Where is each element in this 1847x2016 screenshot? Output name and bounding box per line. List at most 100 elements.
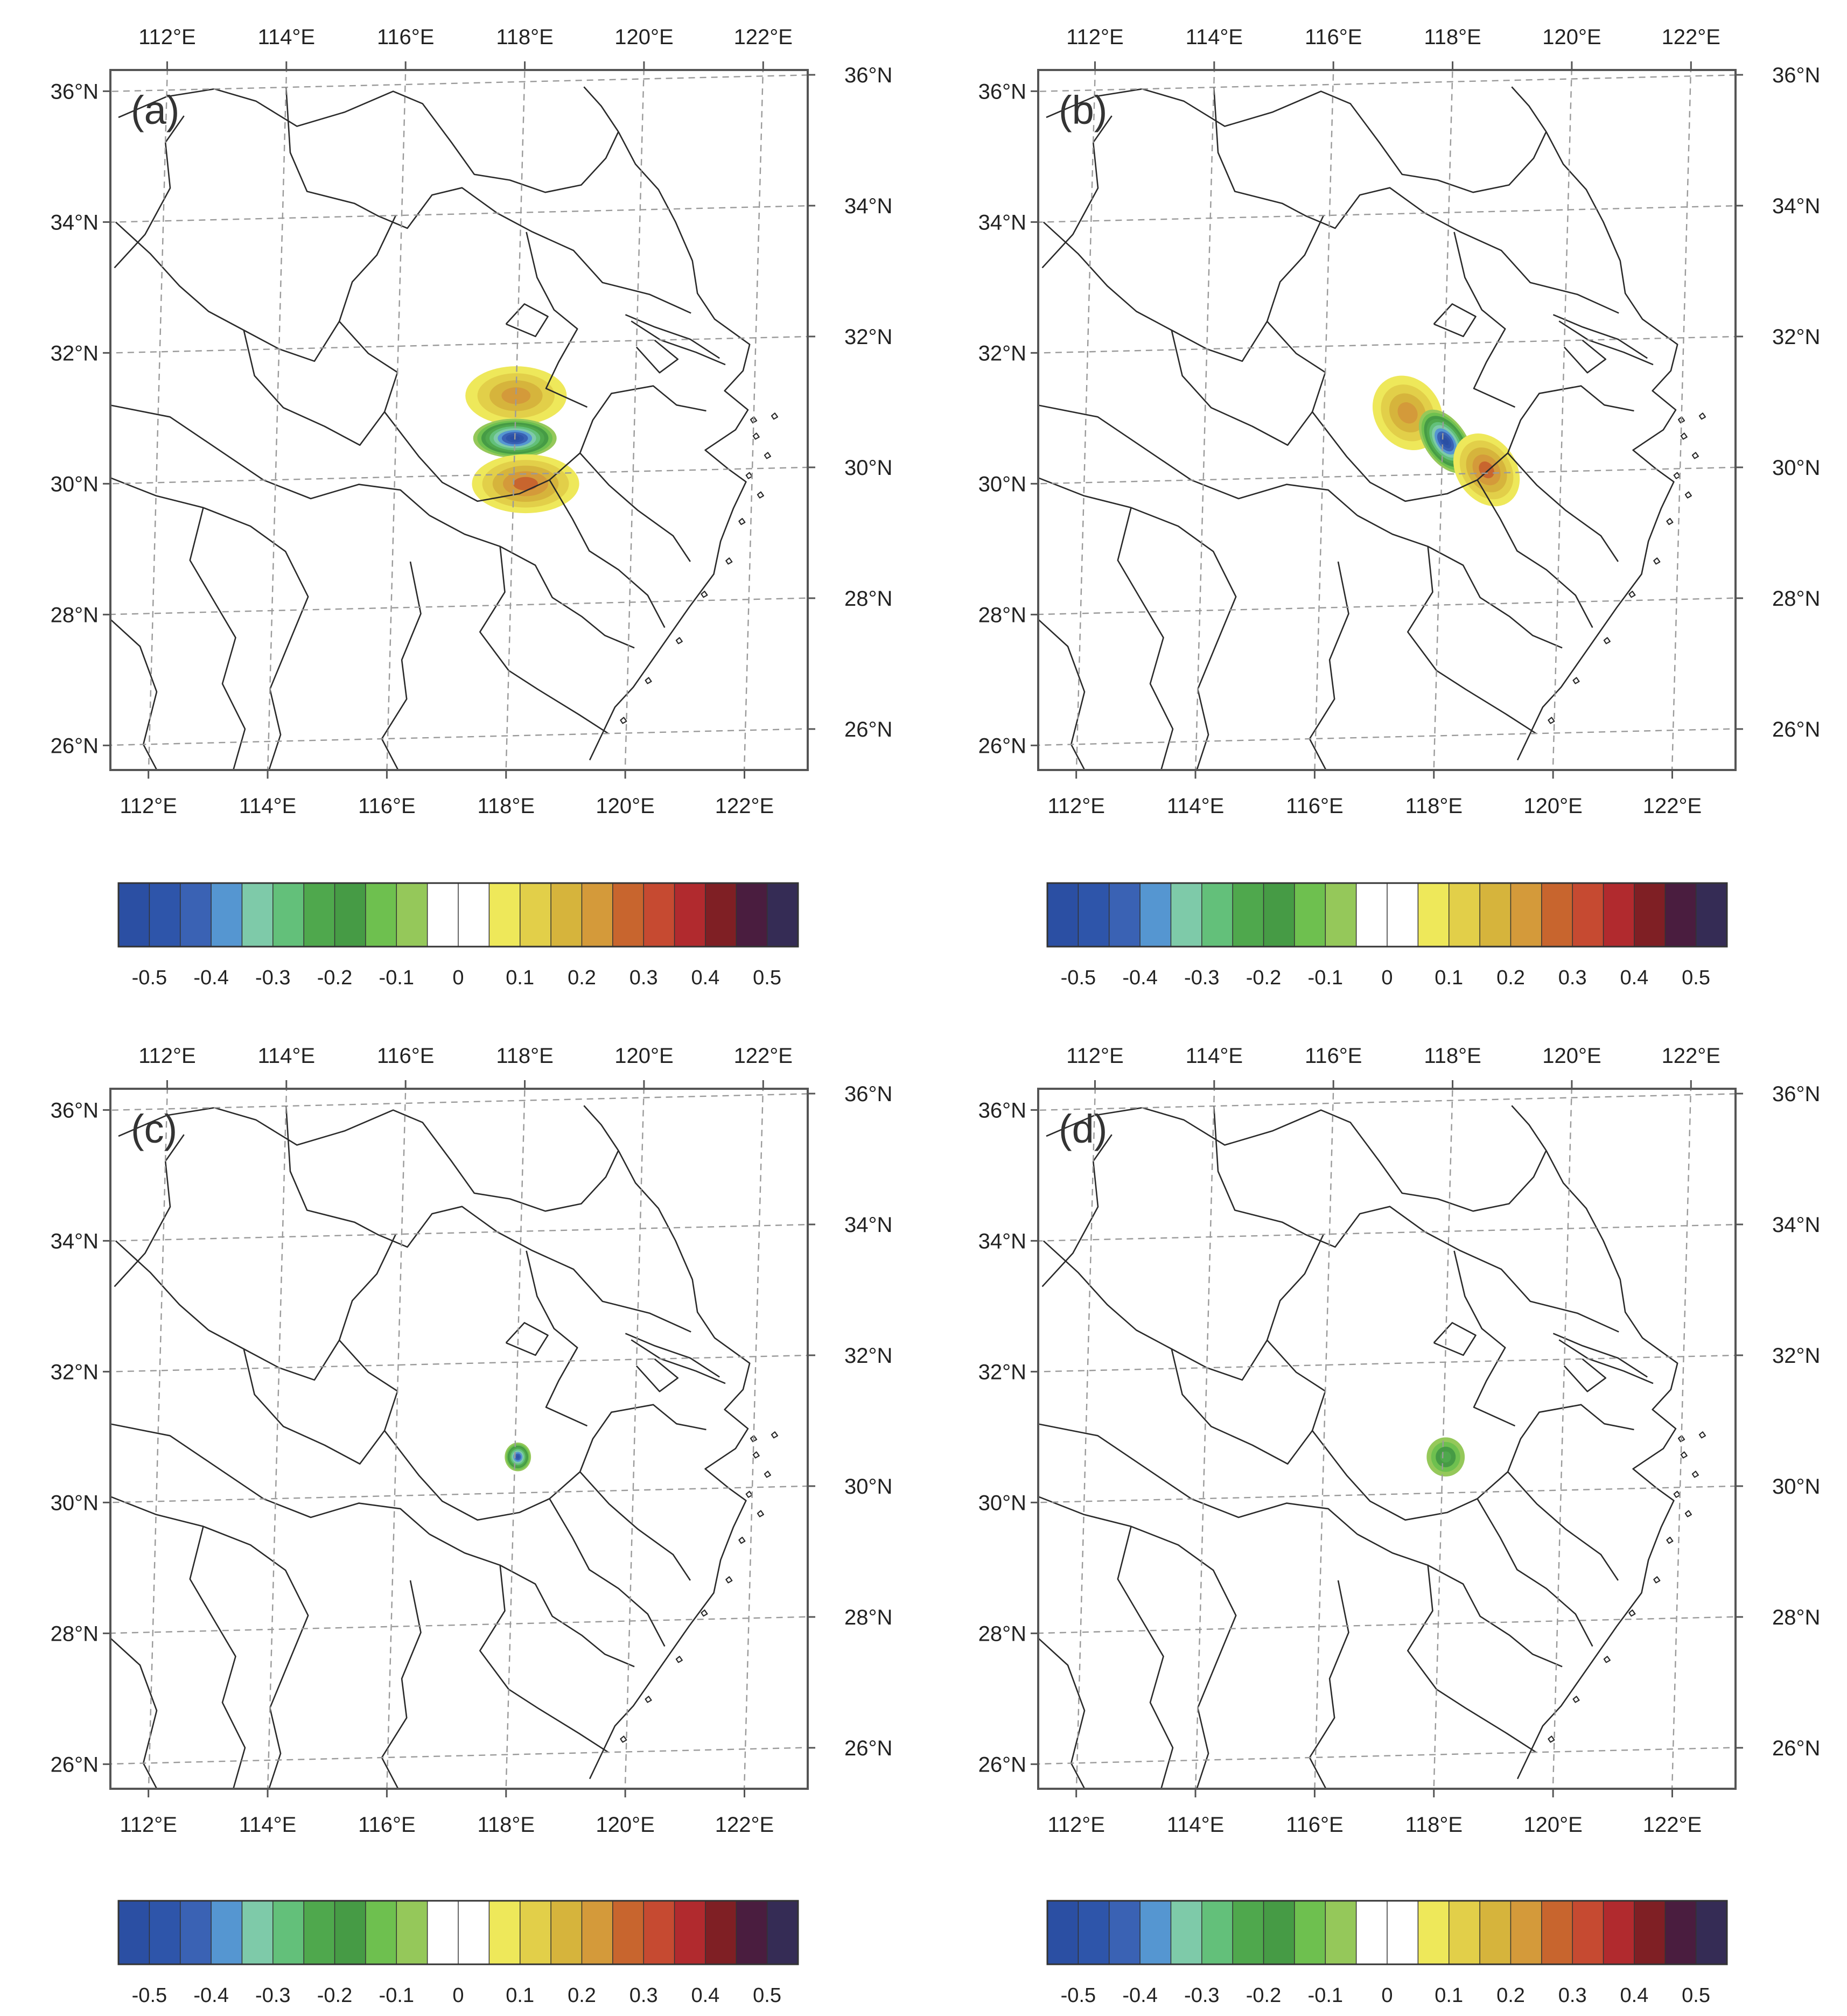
island [764, 452, 772, 459]
colorbar-bin [1510, 1900, 1543, 1965]
colorbar-3: -0.5 -0.4 -0.3 -0.2 -0.1 0 0.1 0.2 0.3 0.4 0.5 [1046, 1900, 1728, 2007]
boundary-line [1117, 1526, 1174, 1789]
colorbar-bin [241, 883, 274, 947]
graticule [110, 70, 808, 770]
lat-label-left: 30°N [51, 1491, 99, 1515]
colorbar-tick-label: -0.2 [1246, 967, 1281, 989]
lat-label-right: 28°N [1772, 1606, 1820, 1629]
boundary-line [1552, 1333, 1648, 1378]
lon-label-bottom: 118°E [478, 794, 535, 818]
island [764, 1471, 772, 1478]
lat-label-right: 32°N [1772, 325, 1820, 349]
lon-label-top: 122°E [734, 1044, 793, 1068]
lat-label-right: 26°N [1772, 1737, 1820, 1760]
island [1684, 491, 1692, 499]
boundary-line [635, 1358, 679, 1392]
colorbar-frame [117, 882, 799, 948]
colorbar-tick-label: -0.3 [1184, 967, 1219, 989]
island [620, 717, 627, 724]
colorbar-bin [643, 883, 675, 947]
boundary-line [1552, 314, 1648, 359]
boundary-line [579, 1471, 691, 1581]
colorbar-tick-label: -0.3 [1184, 1984, 1219, 2007]
boundary-line [381, 561, 422, 770]
colorbar-bin [1355, 1900, 1388, 1965]
colorbar-2: -0.5 -0.4 -0.3 -0.2 -0.1 0 0.1 0.2 0.3 0.4 0.5 [117, 1900, 799, 2007]
lat-label-right: 26°N [844, 718, 892, 741]
boundary-line [549, 1498, 666, 1647]
colorbar-bin [1634, 883, 1666, 947]
colorbar-bin [674, 1900, 706, 1965]
island [752, 1451, 760, 1459]
colorbar-tick-label: 0.5 [753, 1984, 781, 2007]
meridian-line [148, 70, 168, 770]
map-frame [109, 69, 809, 771]
boundary-line [381, 1580, 422, 1789]
colorbar-bin [1603, 883, 1635, 947]
panel-1: (b) 112°E 112°E 114°E 114°E 116°E 116°E 118°E 11… [978, 25, 1821, 818]
colorbar-bin [1078, 883, 1110, 947]
colorbar-tick-label: 0.2 [1496, 1984, 1525, 2007]
boundary-line [1171, 1348, 1313, 1465]
meridian-line [1314, 1089, 1334, 1789]
boundary-line [115, 221, 340, 362]
boundary-line [1309, 561, 1349, 770]
colorbar-bin [458, 883, 490, 947]
panels-layer: (a) 112°E 112°E 114°E 114°E 116°E 116°E 118°E 11… [51, 25, 1821, 2007]
lon-label-bottom: 116°E [358, 794, 415, 818]
boundary-line [110, 1637, 158, 1789]
colorbar-bin [1695, 883, 1728, 947]
lon-label-top: 122°E [1662, 1044, 1720, 1068]
colorbar-tick-label: 0.4 [1620, 967, 1648, 989]
lat-label-left: 28°N [978, 1622, 1026, 1646]
island [1680, 432, 1688, 440]
colorbar-bin [1448, 883, 1481, 947]
boundary-line [1453, 1250, 1516, 1427]
colorbar-tick-label: 0.2 [568, 967, 596, 989]
lat-label-left: 30°N [51, 472, 99, 496]
lon-label-top: 118°E [496, 1044, 553, 1068]
island [620, 1735, 627, 1743]
colorbar-bin [1047, 883, 1079, 947]
colorbar-tick-label: -0.5 [132, 1984, 167, 2007]
island [738, 517, 746, 526]
lon-label-top: 114°E [1186, 1044, 1243, 1068]
map-frame [1037, 1088, 1737, 1790]
colorbar-bin [1170, 883, 1203, 947]
lon-label-bottom: 122°E [715, 1813, 774, 1837]
boundary-line [1041, 115, 1113, 269]
panel-map-area [1038, 70, 1736, 770]
boundary-line [1356, 515, 1563, 649]
boundary-line [549, 479, 666, 628]
lat-label-left: 26°N [978, 1753, 1026, 1776]
colorbar-1: -0.5 -0.4 -0.3 -0.2 -0.1 0 0.1 0.2 0.3 0.4 0.5 [1046, 882, 1728, 989]
lat-label-left: 26°N [978, 734, 1026, 758]
boundary-line [1041, 1134, 1113, 1287]
lat-label-right: 34°N [1772, 1213, 1820, 1237]
panel-label: (a) [131, 88, 179, 132]
colorbar-bin [1417, 883, 1450, 947]
colorbar-tick-label: -0.1 [1308, 1984, 1343, 2007]
map-frame [109, 1088, 809, 1790]
lat-label-right: 36°N [1772, 1082, 1820, 1106]
lon-label-bottom: 120°E [596, 794, 654, 818]
panel-0: (a) 112°E 112°E 114°E 114°E 116°E 116°E 118°E 11… [51, 25, 893, 818]
colorbar-bin [149, 1900, 181, 1965]
colorbar-bin [1572, 883, 1604, 947]
lon-label-bottom: 120°E [1523, 1813, 1582, 1837]
lat-label-left: 28°N [978, 603, 1026, 627]
lat-label-right: 28°N [1772, 587, 1820, 611]
colorbar-bin [334, 1900, 367, 1965]
lat-label-right: 36°N [844, 64, 892, 87]
colorbar-bin [612, 1900, 645, 1965]
colorbar-bin [1695, 1900, 1728, 1965]
colorbar-tick-label: 0.4 [1620, 1984, 1648, 2007]
boundary-line [583, 86, 751, 761]
island [1677, 1435, 1685, 1443]
colorbar-tick-label: -0.4 [1122, 967, 1157, 989]
lon-label-bottom: 122°E [1643, 794, 1702, 818]
colorbar-tick-label: 0 [1381, 1984, 1393, 2007]
lat-label-left: 34°N [978, 211, 1026, 234]
colorbar-tick-label: -0.3 [255, 1984, 290, 2007]
